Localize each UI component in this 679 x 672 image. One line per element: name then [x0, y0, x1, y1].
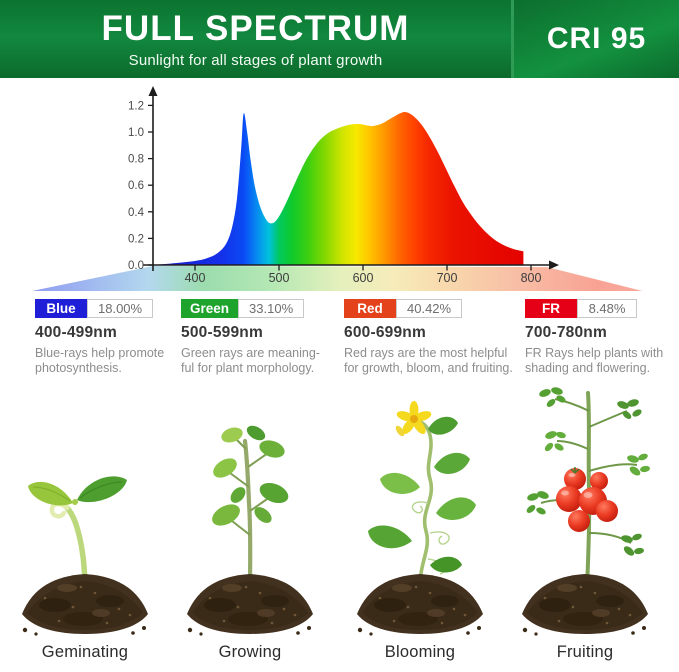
- page-title: FULL SPECTRUM: [101, 9, 410, 48]
- svg-text:0.6: 0.6: [128, 180, 144, 192]
- stage-germinating: Geminating: [15, 383, 155, 662]
- svg-text:0.2: 0.2: [128, 233, 144, 245]
- band-description-line1: Blue-rays help promote: [35, 346, 165, 360]
- cri-badge-block: CRI 95: [511, 0, 679, 78]
- band-percentage: 40.42%: [396, 299, 463, 318]
- band-column: Red 40.42% 600-699nm Red rays are the mo…: [344, 299, 513, 375]
- band-wavelength-range: 700-780nm: [525, 324, 607, 341]
- header-title-block: FULL SPECTRUM Sunlight for all stages of…: [0, 0, 511, 78]
- band-description: FR Rays help plants with shading and flo…: [525, 346, 663, 375]
- svg-text:0.0: 0.0: [128, 260, 144, 272]
- band-description-line1: Red rays are the most helpful: [344, 346, 508, 360]
- x-axis-arrow-icon: [549, 260, 559, 270]
- page-subtitle: Sunlight for all stages of plant growth: [128, 52, 383, 69]
- band-chip-row: Green 33.10%: [181, 299, 320, 318]
- band-description-line1: FR Rays help plants with: [525, 346, 664, 360]
- svg-text:0.4: 0.4: [128, 207, 145, 219]
- spectrum-curve: [153, 111, 524, 265]
- band-column: Blue 18.00% 400-499nm Blue-rays help pro…: [35, 299, 164, 375]
- band-color-chip: Green: [181, 299, 239, 318]
- y-axis-arrow-icon: [148, 86, 158, 96]
- tomato-plant-illustration: [522, 387, 650, 636]
- seedling-illustration: [22, 476, 148, 636]
- tomato-cluster: [556, 467, 618, 532]
- header-banner: FULL SPECTRUM Sunlight for all stages of…: [0, 0, 679, 78]
- band-color-chip: FR: [525, 299, 577, 318]
- svg-text:1.0: 1.0: [128, 127, 144, 139]
- light-beam: [31, 266, 643, 291]
- band-info-row: Blue 18.00% 400-499nm Blue-rays help pro…: [0, 299, 679, 379]
- band-column: Green 33.10% 500-599nm Green rays are me…: [181, 299, 320, 375]
- band-wavelength-range: 600-699nm: [344, 324, 426, 341]
- svg-text:500: 500: [269, 271, 290, 285]
- svg-text:0.8: 0.8: [128, 154, 144, 166]
- band-description: Green rays are meaning- ful for plant mo…: [181, 346, 320, 375]
- band-description-line2: for growth, bloom, and fruiting.: [344, 360, 513, 375]
- band-color-chip: Blue: [35, 299, 87, 318]
- band-color-chip: Red: [344, 299, 396, 318]
- band-percentage: 8.48%: [577, 299, 637, 318]
- stage-label: Growing: [218, 643, 282, 661]
- spectrum-chart: 0.0 0.2 0.4 0.6 0.8 1.0 1.2 400 500 600 700 800: [128, 86, 559, 285]
- stage-fruiting: Fruiting: [515, 383, 655, 662]
- svg-text:600: 600: [353, 271, 374, 285]
- band-description-line1: Green rays are meaning-: [181, 346, 320, 360]
- axis-ticks-and-labels: 0.0 0.2 0.4 0.6 0.8 1.0 1.2 400 500 600 700 800: [128, 100, 541, 285]
- yellow-flower: [395, 401, 432, 437]
- growth-stages-row: Geminating Growing: [0, 383, 679, 665]
- svg-text:400: 400: [185, 271, 206, 285]
- stage-label: Fruiting: [556, 643, 614, 661]
- band-percentage: 18.00%: [87, 299, 154, 318]
- band-wavelength-range: 400-499nm: [35, 324, 117, 341]
- band-description: Red rays are the most helpful for growth…: [344, 346, 513, 375]
- band-percentage: 33.10%: [238, 299, 305, 318]
- svg-text:800: 800: [521, 271, 542, 285]
- band-wavelength-range: 500-599nm: [181, 324, 263, 341]
- stage-label: Geminating: [41, 643, 129, 661]
- band-chip-row: Blue 18.00%: [35, 299, 164, 318]
- svg-text:700: 700: [437, 271, 458, 285]
- stage-label: Blooming: [384, 643, 456, 661]
- sapling-illustration: [187, 425, 313, 636]
- band-description-line2: photosynthesis.: [35, 360, 122, 375]
- band-description-line2: shading and flowering.: [525, 360, 651, 375]
- band-chip-row: Red 40.42%: [344, 299, 513, 318]
- band-description: Blue-rays help promote photosynthesis.: [35, 346, 164, 375]
- svg-text:1.2: 1.2: [128, 100, 144, 112]
- stage-growing: Growing: [180, 383, 320, 662]
- cri-badge: CRI 95: [546, 22, 647, 55]
- band-chip-row: FR 8.48%: [525, 299, 663, 318]
- band-description-line2: ful for plant morphology.: [181, 360, 315, 375]
- stage-blooming: Blooming: [350, 383, 490, 662]
- band-column: FR 8.48% 700-780nm FR Rays help plants w…: [525, 299, 663, 375]
- flowering-vine-illustration: [357, 401, 483, 636]
